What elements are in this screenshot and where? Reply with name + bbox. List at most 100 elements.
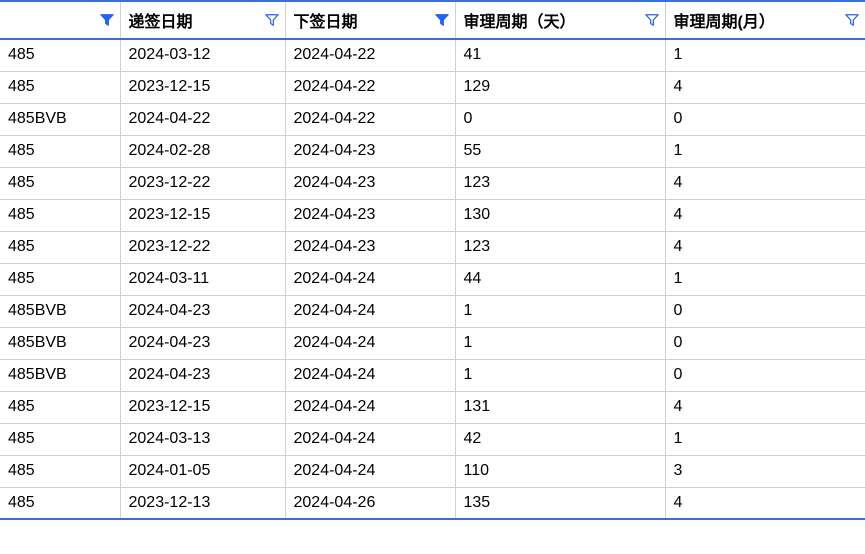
table-cell: 2024-04-24 xyxy=(285,263,455,295)
table-cell: 135 xyxy=(455,487,665,519)
filter-icon[interactable] xyxy=(845,13,859,27)
table-cell: 1 xyxy=(665,423,865,455)
table-cell: 485BVB xyxy=(0,327,120,359)
table-row[interactable]: 4852023-12-132024-04-261354 xyxy=(0,487,865,519)
table-cell: 2024-04-24 xyxy=(285,327,455,359)
table-cell: 2024-03-12 xyxy=(120,39,285,71)
column-header[interactable]: 下签日期 xyxy=(285,1,455,39)
filter-icon[interactable] xyxy=(265,13,279,27)
column-header[interactable]: 递签日期 xyxy=(120,1,285,39)
table-cell: 485 xyxy=(0,423,120,455)
table-cell: 3 xyxy=(665,455,865,487)
table-cell: 0 xyxy=(665,295,865,327)
table-cell: 110 xyxy=(455,455,665,487)
column-header-label: 下签日期 xyxy=(294,14,358,31)
data-table: 递签日期下签日期审理周期（天）审理周期(月） 4852024-03-122024… xyxy=(0,0,865,520)
table-header: 递签日期 下签日期 审理周期（天） 审理周期(月） xyxy=(0,1,865,39)
table-cell: 2023-12-13 xyxy=(120,487,285,519)
table-row[interactable]: 4852024-03-112024-04-24441 xyxy=(0,263,865,295)
table-cell: 2024-04-23 xyxy=(120,295,285,327)
table-cell: 2024-04-26 xyxy=(285,487,455,519)
table-cell: 1 xyxy=(455,359,665,391)
table-cell: 485BVB xyxy=(0,103,120,135)
column-header[interactable]: 审理周期（天） xyxy=(455,1,665,39)
table-cell: 4 xyxy=(665,231,865,263)
table-cell: 4 xyxy=(665,487,865,519)
table-cell: 485 xyxy=(0,167,120,199)
table-cell: 485 xyxy=(0,39,120,71)
table-cell: 2024-04-24 xyxy=(285,359,455,391)
table-cell: 2023-12-15 xyxy=(120,391,285,423)
table-cell: 2023-12-22 xyxy=(120,231,285,263)
table-row[interactable]: 4852024-02-282024-04-23551 xyxy=(0,135,865,167)
table-row[interactable]: 4852023-12-152024-04-221294 xyxy=(0,71,865,103)
table-cell: 4 xyxy=(665,199,865,231)
table-cell: 0 xyxy=(665,359,865,391)
table-cell: 485 xyxy=(0,487,120,519)
table-cell: 485 xyxy=(0,199,120,231)
table-row[interactable]: 4852023-12-152024-04-231304 xyxy=(0,199,865,231)
table-cell: 2023-12-22 xyxy=(120,167,285,199)
table-cell: 2024-02-28 xyxy=(120,135,285,167)
table-row[interactable]: 485BVB2024-04-232024-04-2410 xyxy=(0,359,865,391)
column-header-label: 递签日期 xyxy=(129,14,193,31)
table-cell: 1 xyxy=(455,327,665,359)
column-header[interactable] xyxy=(0,1,120,39)
column-header[interactable]: 审理周期(月） xyxy=(665,1,865,39)
table-row[interactable]: 485BVB2024-04-232024-04-2410 xyxy=(0,327,865,359)
filter-icon[interactable] xyxy=(645,13,659,27)
table-row[interactable]: 4852023-12-222024-04-231234 xyxy=(0,231,865,263)
table-cell: 2024-04-22 xyxy=(285,39,455,71)
table-cell: 44 xyxy=(455,263,665,295)
table-cell: 123 xyxy=(455,167,665,199)
table-cell: 485 xyxy=(0,135,120,167)
table-cell: 485BVB xyxy=(0,295,120,327)
table-cell: 129 xyxy=(455,71,665,103)
table-row[interactable]: 485BVB2024-04-232024-04-2410 xyxy=(0,295,865,327)
table-cell: 1 xyxy=(455,295,665,327)
table-cell: 2023-12-15 xyxy=(120,199,285,231)
table-cell: 485BVB xyxy=(0,359,120,391)
table-cell: 2024-04-24 xyxy=(285,391,455,423)
table-cell: 2023-12-15 xyxy=(120,71,285,103)
table-cell: 2024-04-23 xyxy=(120,327,285,359)
filter-icon[interactable] xyxy=(100,13,114,27)
table-cell: 2024-04-22 xyxy=(120,103,285,135)
table-cell: 2024-04-23 xyxy=(285,231,455,263)
table-row[interactable]: 485BVB2024-04-222024-04-2200 xyxy=(0,103,865,135)
column-header-label: 审理周期(月） xyxy=(674,14,775,31)
table-row[interactable]: 4852024-03-132024-04-24421 xyxy=(0,423,865,455)
table-cell: 2024-04-23 xyxy=(120,359,285,391)
table-cell: 1 xyxy=(665,263,865,295)
table-cell: 0 xyxy=(665,327,865,359)
table-cell: 4 xyxy=(665,391,865,423)
table-cell: 2024-03-13 xyxy=(120,423,285,455)
table-cell: 0 xyxy=(665,103,865,135)
table-cell: 0 xyxy=(455,103,665,135)
table-cell: 4 xyxy=(665,71,865,103)
table-body: 4852024-03-122024-04-224114852023-12-152… xyxy=(0,39,865,519)
table-cell: 485 xyxy=(0,71,120,103)
table-cell: 1 xyxy=(665,135,865,167)
table-cell: 1 xyxy=(665,39,865,71)
table-row[interactable]: 4852023-12-152024-04-241314 xyxy=(0,391,865,423)
table-cell: 2024-04-22 xyxy=(285,103,455,135)
table-row[interactable]: 4852024-03-122024-04-22411 xyxy=(0,39,865,71)
table-row[interactable]: 4852023-12-222024-04-231234 xyxy=(0,167,865,199)
table-cell: 485 xyxy=(0,455,120,487)
table-cell: 485 xyxy=(0,263,120,295)
column-header-label: 审理周期（天） xyxy=(464,14,576,31)
table-cell: 2024-03-11 xyxy=(120,263,285,295)
table-cell: 2024-04-22 xyxy=(285,71,455,103)
table-cell: 2024-04-24 xyxy=(285,295,455,327)
table-cell: 2024-04-23 xyxy=(285,167,455,199)
table-cell: 2024-04-23 xyxy=(285,135,455,167)
table-row[interactable]: 4852024-01-052024-04-241103 xyxy=(0,455,865,487)
filter-icon[interactable] xyxy=(435,13,449,27)
table-cell: 42 xyxy=(455,423,665,455)
table-cell: 2024-04-24 xyxy=(285,455,455,487)
table-cell: 55 xyxy=(455,135,665,167)
table-cell: 131 xyxy=(455,391,665,423)
table-cell: 485 xyxy=(0,231,120,263)
table-cell: 130 xyxy=(455,199,665,231)
